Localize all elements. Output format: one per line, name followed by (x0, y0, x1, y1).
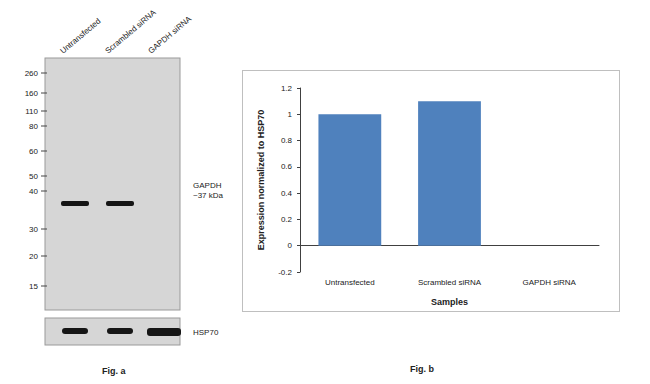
svg-text:260: 260 (25, 69, 39, 78)
svg-text:GAPDH: GAPDH (193, 181, 222, 190)
svg-text:15: 15 (29, 282, 38, 291)
svg-text:160: 160 (25, 89, 39, 98)
svg-text:0.6: 0.6 (281, 162, 293, 171)
svg-text:Scrambled siRNA: Scrambled siRNA (103, 8, 158, 56)
svg-text:0.2: 0.2 (281, 215, 293, 224)
svg-text:Scrambled siRNA: Scrambled siRNA (418, 278, 482, 287)
svg-text:0.4: 0.4 (281, 189, 293, 198)
html-text:Fig. b: Fig. b (410, 364, 434, 374)
svg-text:-0.2: -0.2 (278, 268, 292, 277)
svg-text:GAPDH siRNA: GAPDH siRNA (522, 278, 576, 287)
svg-text:Fig. a: Fig. a (102, 366, 126, 376)
svg-text:HSP70: HSP70 (193, 328, 219, 337)
svg-text:~37 kDa: ~37 kDa (193, 191, 224, 200)
svg-text:1: 1 (288, 110, 293, 119)
svg-text:Expression normalized to HSP70: Expression normalized to HSP70 (256, 110, 266, 251)
svg-text:40: 40 (29, 187, 38, 196)
svg-text:1.2: 1.2 (281, 84, 293, 93)
svg-text:60: 60 (29, 147, 38, 156)
svg-text:Untransfected: Untransfected (59, 17, 103, 56)
svg-text:20: 20 (29, 252, 38, 261)
svg-text:Samples: Samples (431, 297, 468, 307)
svg-text:80: 80 (29, 122, 38, 131)
svg-text:0.8: 0.8 (281, 136, 293, 145)
svg-text:Untransfected: Untransfected (325, 278, 375, 287)
svg-text:0: 0 (288, 241, 293, 250)
svg-text:110: 110 (25, 107, 38, 116)
svg-text:30: 30 (29, 225, 38, 234)
svg-text:GAPDH siRNA: GAPDH siRNA (147, 14, 194, 56)
svg-text:50: 50 (29, 172, 38, 181)
